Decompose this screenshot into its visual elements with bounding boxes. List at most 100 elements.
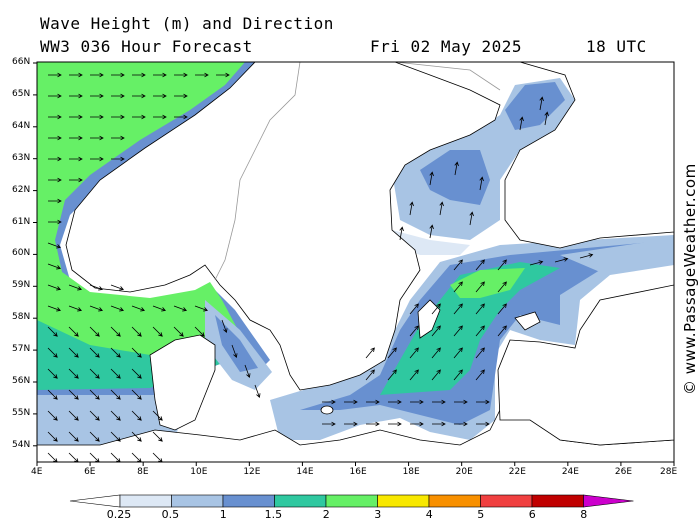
wave-arrow bbox=[48, 93, 62, 99]
legend-arrow-low bbox=[69, 494, 121, 508]
wave-arrow bbox=[431, 325, 441, 337]
wave-arrow bbox=[47, 263, 62, 270]
wave-arrow bbox=[69, 93, 83, 99]
wave-arrow bbox=[110, 326, 121, 337]
wave-arrow bbox=[69, 156, 83, 162]
wave-arrow bbox=[194, 326, 205, 337]
land-bornholm bbox=[320, 405, 334, 415]
border-norway-sweden bbox=[214, 62, 301, 281]
wave-arrow bbox=[221, 319, 228, 334]
legend-swatch bbox=[325, 494, 378, 508]
wave-arrow bbox=[131, 431, 142, 442]
wave-arrow bbox=[544, 111, 549, 126]
lon-label: 10E bbox=[190, 467, 208, 477]
lat-label: 66N bbox=[12, 57, 31, 67]
wave-direction-arrows bbox=[47, 72, 594, 462]
wave-arrow bbox=[388, 421, 402, 427]
wave-band-1.5-2-baltic bbox=[380, 262, 560, 395]
wave-arrow bbox=[69, 72, 83, 78]
wave-arrow bbox=[47, 452, 58, 462]
lon-label: 22E bbox=[508, 467, 526, 477]
wave-arrow bbox=[409, 347, 419, 359]
wave-arrow bbox=[174, 93, 188, 99]
wave-arrow bbox=[497, 303, 507, 315]
wave-arrow bbox=[497, 259, 507, 271]
wave-arrow bbox=[410, 421, 424, 427]
lon-label: 24E bbox=[561, 467, 579, 477]
wave-arrow bbox=[90, 135, 104, 141]
wave-arrow bbox=[432, 399, 446, 405]
legend-label: 2 bbox=[322, 508, 330, 521]
legend-label: 0.5 bbox=[161, 508, 180, 521]
lon-label: 12E bbox=[243, 467, 261, 477]
lat-label: 55N bbox=[12, 407, 31, 418]
wave-arrow bbox=[409, 201, 414, 216]
lon-label: 6E bbox=[84, 467, 96, 477]
wave-arrow bbox=[476, 399, 490, 405]
wave-arrow bbox=[476, 421, 490, 427]
wave-arrow bbox=[497, 281, 507, 293]
wave-arrow bbox=[48, 114, 62, 120]
lon-label: 14E bbox=[296, 467, 314, 477]
lat-label: 65N bbox=[12, 88, 31, 99]
map-title: Wave Height (m) and Direction bbox=[40, 14, 334, 33]
lon-label: 20E bbox=[455, 467, 473, 477]
wave-arrow bbox=[89, 284, 104, 291]
wave-arrow bbox=[387, 347, 397, 359]
legend-colorbar bbox=[69, 494, 634, 508]
wave-arrow bbox=[48, 135, 62, 141]
wave-arrow bbox=[47, 242, 62, 249]
lat-label: 57N bbox=[12, 344, 31, 355]
wave-arrow bbox=[110, 452, 121, 462]
land-gotland bbox=[417, 299, 441, 339]
wave-arrow bbox=[174, 72, 188, 78]
wave-arrow bbox=[453, 325, 463, 337]
wave-arrow bbox=[475, 259, 485, 271]
wave-band-0.5-1-finland bbox=[560, 238, 674, 272]
wave-arrow bbox=[47, 326, 58, 337]
wave-arrow bbox=[453, 259, 463, 271]
wave-arrow bbox=[69, 135, 83, 141]
wave-arrow bbox=[231, 344, 238, 359]
legend-swatch bbox=[222, 494, 275, 508]
wave-arrow bbox=[111, 135, 125, 141]
wave-arrow bbox=[539, 96, 544, 111]
wave-arrow bbox=[453, 369, 463, 381]
wave-arrow bbox=[399, 226, 404, 241]
lat-label: 54N bbox=[12, 439, 31, 450]
lat-label: 61N bbox=[12, 216, 31, 227]
wave-arrow bbox=[344, 399, 358, 405]
wave-arrow bbox=[429, 171, 434, 186]
wave-arrow bbox=[110, 305, 125, 312]
legend-swatch bbox=[274, 494, 327, 508]
wave-arrow bbox=[47, 431, 58, 442]
lat-label: 56N bbox=[12, 376, 31, 386]
legend-label: 4 bbox=[425, 508, 433, 521]
wave-arrow bbox=[439, 201, 444, 216]
wave-arrow bbox=[89, 389, 100, 400]
wave-arrow bbox=[89, 431, 100, 442]
wave-arrow bbox=[110, 368, 121, 379]
wave-arrow bbox=[132, 93, 146, 99]
wave-arrow bbox=[152, 431, 163, 442]
legend-swatch bbox=[531, 494, 584, 508]
lat-label: 63N bbox=[12, 152, 31, 163]
wave-arrow bbox=[68, 305, 83, 312]
wave-arrow bbox=[132, 72, 146, 78]
wave-arrow bbox=[47, 305, 62, 312]
wave-arrow bbox=[89, 452, 100, 462]
credit-watermark: © www.PassageWeather.com bbox=[681, 163, 699, 395]
forecast-date: Fri 02 May 2025 bbox=[370, 37, 522, 56]
wave-arrow bbox=[432, 421, 446, 427]
wave-arrow bbox=[529, 260, 544, 266]
wave-arrow bbox=[110, 431, 121, 442]
wave-arrow bbox=[322, 399, 336, 405]
wave-arrow bbox=[173, 305, 188, 312]
wave-arrow bbox=[366, 399, 380, 405]
wave-arrow bbox=[410, 399, 424, 405]
wave-arrow bbox=[131, 410, 142, 421]
wave-arrow bbox=[131, 452, 142, 462]
wave-arrow bbox=[453, 303, 463, 315]
land-saaremaa bbox=[514, 311, 541, 331]
wave-arrow bbox=[453, 347, 463, 359]
